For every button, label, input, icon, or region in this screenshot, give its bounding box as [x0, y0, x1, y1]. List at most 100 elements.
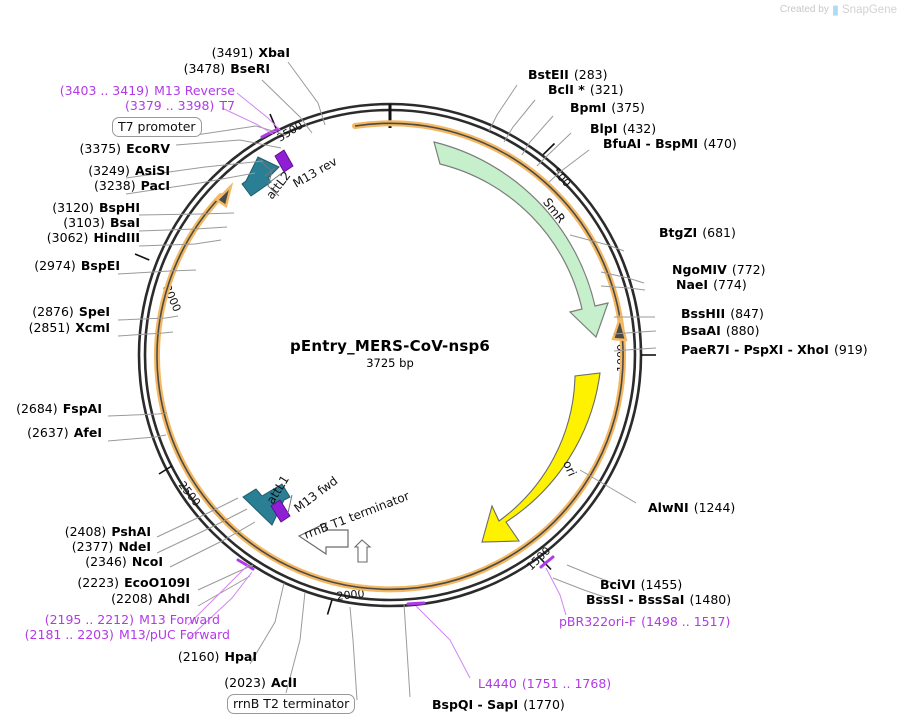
orange-highlight-arc-core [156, 122, 624, 591]
plasmid-name: pEntry_MERS-CoV-nsp6 [289, 337, 491, 355]
label-bfuai-bspmi-enzyme: BfuAI - BspMI [603, 136, 699, 151]
label-blpi-enzyme: BlpI [590, 121, 618, 136]
label-m13-forward[interactable]: (2195 .. 2212) M13 Forward [20, 611, 220, 628]
feature-rrnb-t2-glyph [353, 539, 372, 563]
label-bstei[interactable]: BstEII (283) [528, 66, 608, 83]
label-bcivi[interactable]: BciVI (1455) [600, 576, 682, 593]
label-bsphi[interactable]: (3120) BspHI [0, 199, 140, 216]
mark-pbr322ori-f [539, 555, 555, 569]
label-hpai-enzyme: HpaI [224, 649, 258, 664]
plasmid-title: pEntry_MERS-CoV-nsp6 3725 bp [240, 337, 540, 370]
label-bspqi-sapi[interactable]: BspQI - SapI (1770) [432, 696, 565, 713]
label-l4440-name: L4440 [478, 676, 517, 691]
label-paer7i-pspxi-xhoi-enzyme: PaeR7I - PspXI - XhoI [681, 342, 829, 357]
label-hpai-pos: (2160) [177, 649, 220, 664]
label-rrnb-t2-terminator[interactable]: rrnB T2 terminator [227, 694, 356, 714]
label-hindiii-enzyme: HindIII [93, 230, 140, 245]
label-xcmi-enzyme: XcmI [75, 320, 110, 335]
snapgene-bookmark-icon: ▮ [831, 2, 839, 17]
label-naei[interactable]: NaeI (774) [676, 276, 747, 293]
feature-m13-rev[interactable]: M13 rev [258, 149, 340, 197]
label-acli[interactable]: (2023) AclI [140, 674, 297, 691]
label-xbai-enzyme: XbaI [258, 45, 290, 60]
label-ngomiv-enzyme: NgoMIV [672, 262, 727, 277]
leader-lines-left-primers [187, 92, 282, 640]
label-afei-enzyme: AfeI [73, 425, 102, 440]
label-ncoi[interactable]: (2346) NcoI [20, 553, 163, 570]
label-pshai[interactable]: (2408) PshAI [20, 523, 151, 540]
label-spei[interactable]: (2876) SpeI [0, 303, 110, 320]
label-ndei-pos: (2377) [71, 539, 114, 554]
label-hpai[interactable]: (2160) HpaI [120, 648, 257, 665]
label-t7-primer-name: T7 [219, 98, 235, 113]
label-t7-primer[interactable]: (3379 .. 3398) T7 [95, 97, 235, 114]
mark-m13-reverse [260, 127, 280, 139]
ruler-label-2000: 2000 [336, 587, 365, 603]
label-paci-enzyme: PacI [140, 178, 170, 193]
label-bsaai[interactable]: BsaAI (880) [681, 322, 759, 339]
label-t7-primer-pos: (3379 .. 3398) [125, 98, 215, 113]
feature-m13-fwd-label: M13 fwd [291, 474, 340, 516]
label-t7-promoter[interactable]: T7 promoter [112, 117, 202, 137]
label-bsssi-bsssai[interactable]: BssSI - BssSaI (1480) [586, 591, 731, 608]
label-fspai[interactable]: (2684) FspAI [0, 400, 102, 417]
label-ndei[interactable]: (2377) NdeI [20, 538, 151, 555]
label-bsai[interactable]: (3103) BsaI [0, 214, 140, 231]
label-ecorv[interactable]: (3375) EcoRV [30, 140, 170, 157]
label-bpmi[interactable]: BpmI (375) [570, 99, 645, 116]
label-bcli[interactable]: BclI * (321) [548, 81, 623, 98]
label-bpmi-pos: (375) [611, 100, 645, 115]
label-m13-puc-forward[interactable]: (2181 .. 2203) M13/pUC Forward [5, 626, 230, 643]
backbone-primer-marks [236, 127, 555, 606]
label-xcmi-pos: (2851) [28, 320, 71, 335]
label-xcmi[interactable]: (2851) XcmI [0, 319, 110, 336]
feature-ori[interactable]: ori [481, 372, 601, 543]
label-ecoo109i-enzyme: EcoO109I [124, 575, 190, 590]
label-btgzi[interactable]: BtgZI (681) [659, 224, 736, 241]
tick-2500 [158, 465, 173, 475]
label-naei-enzyme: NaeI [676, 277, 709, 292]
leader-lines-left [107, 61, 358, 701]
label-bfuai-bspmi[interactable]: BfuAI - BspMI (470) [603, 135, 737, 152]
label-bspei[interactable]: (2974) BspEI [0, 257, 120, 274]
label-bcli-enzyme: BclI * [548, 82, 585, 97]
label-bstei-pos: (283) [573, 67, 608, 82]
feature-smr[interactable]: SmR [433, 141, 609, 339]
label-paer7i-pspxi-xhoi[interactable]: PaeR7I - PspXI - XhoI (919) [681, 341, 868, 358]
label-m13-puc-forward-name: M13/pUC Forward [119, 627, 230, 642]
label-ahdi[interactable]: (2208) AhdI [20, 590, 190, 607]
label-alwni-enzyme: AlwNI [648, 500, 689, 515]
mark-l4440 [406, 601, 426, 606]
label-pbr322ori-f[interactable]: pBR322ori-F (1498 .. 1517) [559, 613, 730, 630]
label-t7-promoter-text: T7 promoter [112, 117, 202, 137]
label-btgzi-pos: (681) [702, 225, 736, 240]
label-afei-pos: (2637) [27, 425, 69, 440]
label-alwni[interactable]: AlwNI (1244) [648, 499, 735, 516]
label-m13-puc-forward-pos: (2181 .. 2203) [24, 627, 114, 642]
label-ngomiv[interactable]: NgoMIV (772) [672, 261, 765, 278]
label-ecorv-enzyme: EcoRV [126, 141, 170, 156]
label-bsshii[interactable]: BssHII (847) [681, 305, 764, 322]
label-afei[interactable]: (2637) AfeI [0, 424, 102, 441]
label-bsshii-enzyme: BssHII [681, 306, 726, 321]
label-bsssi-bsssai-enzyme: BssSI - BssSaI [586, 592, 685, 607]
label-m13-reverse-name: M13 Reverse [154, 83, 235, 98]
label-l4440-pos: (1751 .. 1768) [521, 676, 612, 691]
label-bseri-enzyme: BseRI [230, 61, 270, 76]
label-paci[interactable]: (3238) PacI [30, 177, 170, 194]
label-bseri[interactable]: (3478) BseRI [130, 60, 270, 77]
label-spei-pos: (2876) [32, 304, 74, 319]
label-m13-reverse[interactable]: (3403 .. 3419) M13 Reverse [55, 82, 235, 99]
label-acli-pos: (2023) [224, 675, 266, 690]
label-ncoi-enzyme: NcoI [131, 554, 163, 569]
label-bspei-enzyme: BspEI [80, 258, 120, 273]
label-l4440[interactable]: L4440 (1751 .. 1768) [478, 675, 611, 692]
label-blpi[interactable]: BlpI (432) [590, 120, 656, 137]
label-xbai[interactable]: (3491) XbaI [150, 44, 290, 61]
label-hindiii[interactable]: (3062) HindIII [0, 229, 140, 246]
label-asisi[interactable]: (3249) AsiSI [30, 162, 170, 179]
label-ecoo109i[interactable]: (2223) EcoO109I [20, 574, 190, 591]
label-ahdi-pos: (2208) [111, 591, 153, 606]
label-rrnb-t2-terminator-text: rrnB T2 terminator [227, 694, 356, 714]
